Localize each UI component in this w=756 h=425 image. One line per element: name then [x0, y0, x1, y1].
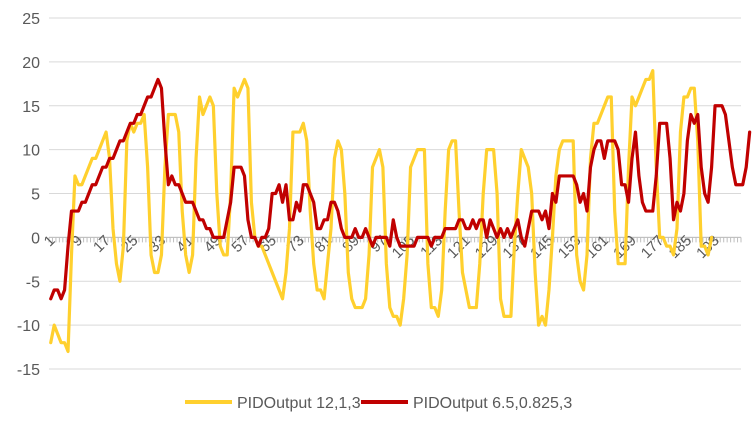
series-line-1: [49, 69, 714, 354]
y-tick-label: 15: [22, 99, 40, 116]
series-line-2: [49, 77, 752, 301]
y-tick-label: 25: [22, 11, 40, 28]
y-tick-label: -15: [17, 362, 40, 379]
legend-item-1: PIDOutput 12,1,3: [185, 395, 361, 412]
y-tick-label: -10: [17, 318, 40, 335]
y-tick-label: 10: [22, 143, 40, 160]
legend-item-2: PIDOutput 6.5,0.825,3: [361, 395, 572, 412]
legend-label-1: PIDOutput 12,1,3: [237, 395, 361, 412]
y-tick-label: 0: [31, 230, 40, 247]
y-tick-label: 5: [31, 187, 40, 204]
series-lines: [49, 69, 752, 354]
legend-label-2: PIDOutput 6.5,0.825,3: [413, 395, 572, 412]
legend: PIDOutput 12,1,3 PIDOutput 6.5,0.825,3: [185, 395, 572, 412]
y-tick-label: -5: [26, 274, 40, 291]
y-tick-label: 20: [22, 55, 40, 72]
y-axis: -15 -10 -5 0 5 10 15 20 25: [17, 11, 40, 379]
